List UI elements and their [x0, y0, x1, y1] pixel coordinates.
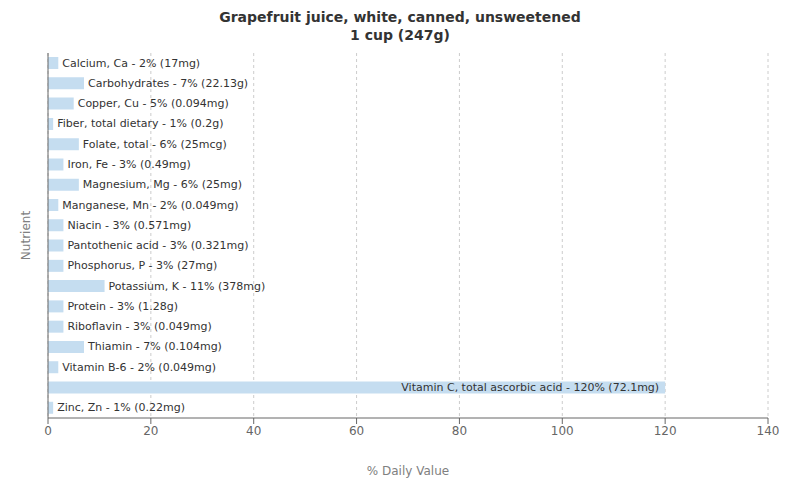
svg-text:Zinc, Zn - 1% (0.22mg): Zinc, Zn - 1% (0.22mg) [57, 401, 185, 414]
svg-text:Folate, total - 6% (25mcg): Folate, total - 6% (25mcg) [83, 138, 227, 151]
svg-text:Thiamin - 7% (0.104mg): Thiamin - 7% (0.104mg) [87, 340, 222, 353]
html-text:Grapefruit juice, white, canne: Grapefruit juice, white, canned, unsweet… [219, 9, 581, 25]
svg-text:0: 0 [44, 424, 52, 438]
svg-text:Iron, Fe - 3% (0.49mg): Iron, Fe - 3% (0.49mg) [67, 158, 190, 171]
svg-text:20: 20 [143, 424, 158, 438]
svg-text:Vitamin B-6 - 2% (0.049mg): Vitamin B-6 - 2% (0.049mg) [62, 361, 216, 374]
svg-text:Fiber, total dietary - 1% (0.2: Fiber, total dietary - 1% (0.2g) [57, 117, 223, 130]
svg-text:Magnesium, Mg - 6% (25mg): Magnesium, Mg - 6% (25mg) [83, 178, 242, 191]
svg-text:40: 40 [246, 424, 261, 438]
svg-text:80: 80 [452, 424, 467, 438]
svg-text:Riboflavin - 3% (0.049mg): Riboflavin - 3% (0.049mg) [67, 320, 211, 333]
svg-text:60: 60 [349, 424, 364, 438]
svg-text:Potassium, K - 11% (378mg): Potassium, K - 11% (378mg) [109, 280, 266, 293]
svg-text:120: 120 [654, 424, 677, 438]
svg-text:Manganese, Mn - 2% (0.049mg): Manganese, Mn - 2% (0.049mg) [62, 199, 238, 212]
svg-text:100: 100 [551, 424, 574, 438]
svg-text:Niacin - 3% (0.571mg): Niacin - 3% (0.571mg) [67, 219, 191, 232]
svg-text:Carbohydrates - 7% (22.13g): Carbohydrates - 7% (22.13g) [88, 77, 248, 90]
svg-text:Vitamin C, total ascorbic acid: Vitamin C, total ascorbic acid - 120% (7… [401, 381, 659, 394]
svg-text:% Daily Value: % Daily Value [367, 464, 449, 478]
svg-text:Calcium, Ca - 2% (17mg): Calcium, Ca - 2% (17mg) [62, 57, 200, 70]
svg-text:Protein - 3% (1.28g): Protein - 3% (1.28g) [67, 300, 178, 313]
svg-text:Nutrient: Nutrient [19, 211, 33, 261]
svg-text:140: 140 [757, 424, 780, 438]
svg-text:Copper, Cu - 5% (0.094mg): Copper, Cu - 5% (0.094mg) [78, 97, 229, 110]
svg-text:Pantothenic acid - 3% (0.321mg: Pantothenic acid - 3% (0.321mg) [67, 239, 248, 252]
html-text:1 cup (247g): 1 cup (247g) [350, 27, 450, 43]
svg-text:Phosphorus, P - 3% (27mg): Phosphorus, P - 3% (27mg) [67, 259, 217, 272]
